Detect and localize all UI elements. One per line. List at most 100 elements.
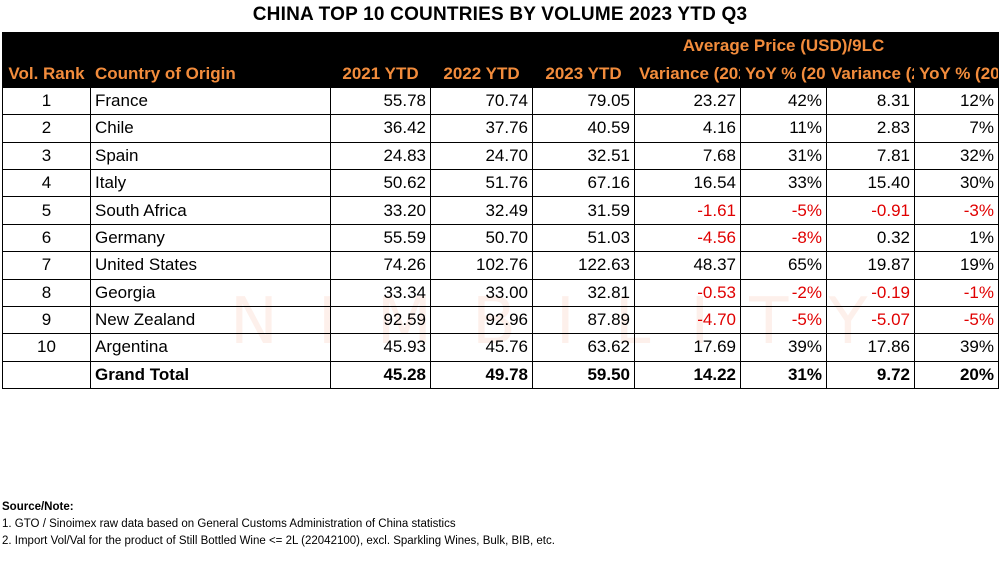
value-cell: 14.22 (634, 360, 741, 390)
price-table: Average Price (USD)/9LC Vol. Rank Country… (2, 31, 999, 390)
value-cell: 122.63 (532, 251, 635, 280)
value-cell: 45.93 (330, 333, 431, 362)
value-cell: -0.91 (826, 196, 915, 225)
column-header-3: 2021 YTD (330, 59, 431, 88)
rank-cell: 6 (2, 223, 91, 253)
country-cell: Spain (90, 141, 331, 170)
value-cell: 32.81 (532, 278, 635, 307)
country-cell: Italy (90, 168, 331, 198)
value-cell: 7.81 (826, 141, 915, 170)
value-cell: -5.07 (826, 305, 915, 335)
rank-cell: 7 (2, 251, 91, 280)
value-cell: 33.20 (330, 196, 431, 225)
value-cell: 92.59 (330, 305, 431, 335)
value-cell: -3% (914, 196, 999, 225)
value-cell: 63.62 (532, 333, 635, 362)
rank-cell: 10 (2, 333, 91, 362)
column-header-9: YoY % (2022 YTD vs. 2023 YTD) (914, 59, 999, 88)
value-cell: -5% (740, 196, 827, 225)
value-cell: 8.31 (826, 86, 915, 116)
value-cell: 31.59 (532, 196, 635, 225)
value-cell: 33% (740, 168, 827, 198)
value-cell: 23.27 (634, 86, 741, 116)
value-cell: 59.50 (532, 360, 635, 390)
value-cell: 45.28 (330, 360, 431, 390)
value-cell: 55.78 (330, 86, 431, 116)
column-header-4: 2022 YTD (430, 59, 533, 88)
header-row: Vol. Rank Country of Origin 2021 YTD 2022 Y… (2, 59, 999, 88)
value-cell: 102.76 (430, 251, 533, 280)
value-cell: 50.70 (430, 223, 533, 253)
table-row: 8 Georgia 33.34 33.00 32.81 -0.53 -2% -0.19 -1% (2, 278, 999, 307)
value-cell: -4.70 (634, 305, 741, 335)
value-cell: 55.59 (330, 223, 431, 253)
rank-cell: 3 (2, 141, 91, 170)
value-cell: -4.56 (634, 223, 741, 253)
rank-cell: 2 (2, 114, 91, 143)
rank-cell: 4 (2, 168, 91, 198)
table-row: 6 Germany 55.59 50.70 51.03 -4.56 -8% 0.32 1% (2, 223, 999, 253)
value-cell: 32% (914, 141, 999, 170)
column-header-1: Vol. Rank (2, 59, 91, 88)
value-cell: 4.16 (634, 114, 741, 143)
rank-cell: 5 (2, 196, 91, 225)
table-row: 4 Italy 50.62 51.76 67.16 16.54 33% 15.40 30% (2, 168, 999, 198)
note-line-2: 2. Import Vol/Val for the product of Sti… (2, 535, 555, 547)
group-header: Average Price (USD)/9LC (532, 31, 999, 61)
total-row: Grand Total 45.28 49.78 59.50 14.22 31% 9.72 20… (2, 360, 999, 390)
value-cell: 24.70 (430, 141, 533, 170)
rank-cell: 9 (2, 305, 91, 335)
value-cell: 17.69 (634, 333, 741, 362)
value-cell: 67.16 (532, 168, 635, 198)
value-cell: -1% (914, 278, 999, 307)
table-row: 10 Argentina 45.93 45.76 63.62 17.69 39% 17.86 3… (2, 333, 999, 362)
table-row: 2 Chile 36.42 37.76 40.59 4.16 11% 2.83 7% (2, 114, 999, 143)
value-cell: 19% (914, 251, 999, 280)
value-cell: 1% (914, 223, 999, 253)
value-cell: 51.76 (430, 168, 533, 198)
value-cell: 36.42 (330, 114, 431, 143)
value-cell: 39% (914, 333, 999, 362)
value-cell: 51.03 (532, 223, 635, 253)
note-line-1: 1. GTO / Sinoimex raw data based on Gene… (2, 518, 456, 530)
country-cell: Grand Total (90, 360, 331, 390)
column-header-6: Variance (2021 YTD vs. 2023 YTD) (634, 59, 741, 88)
value-cell: 79.05 (532, 86, 635, 116)
column-header-8: Variance (2022 YTD vs. 2023 YTD) (826, 59, 915, 88)
column-header-5: 2023 YTD (532, 59, 635, 88)
country-cell: France (90, 86, 331, 116)
country-cell: Germany (90, 223, 331, 253)
value-cell: 7.68 (634, 141, 741, 170)
value-cell: 33.00 (430, 278, 533, 307)
value-cell: 74.26 (330, 251, 431, 280)
value-cell: 87.89 (532, 305, 635, 335)
value-cell: 15.40 (826, 168, 915, 198)
value-cell: 31% (740, 360, 827, 390)
value-cell: 48.37 (634, 251, 741, 280)
value-cell: 20% (914, 360, 999, 390)
value-cell: 11% (740, 114, 827, 143)
value-cell: 49.78 (430, 360, 533, 390)
value-cell: 40.59 (532, 114, 635, 143)
country-cell: United States (90, 251, 331, 280)
country-cell: Argentina (90, 333, 331, 362)
value-cell: 2.83 (826, 114, 915, 143)
value-cell: 33.34 (330, 278, 431, 307)
value-cell: 50.62 (330, 168, 431, 198)
column-header-7: YoY % (2021 YTD vs. 2023 YTD) (740, 59, 827, 88)
value-cell: -1.61 (634, 196, 741, 225)
value-cell: 31% (740, 141, 827, 170)
table-row: 3 Spain 24.83 24.70 32.51 7.68 31% 7.81 32% (2, 141, 999, 170)
country-cell: Georgia (90, 278, 331, 307)
rank-cell (2, 360, 91, 390)
value-cell: -8% (740, 223, 827, 253)
table-row: 7 United States 74.26 102.76 122.63 48.37 65% 1… (2, 251, 999, 280)
value-cell: 92.96 (430, 305, 533, 335)
country-cell: New Zealand (90, 305, 331, 335)
table-row: 5 South Africa 33.20 32.49 31.59 -1.61 -5% -0.9… (2, 196, 999, 225)
value-cell: -2% (740, 278, 827, 307)
table-title: CHINA TOP 10 COUNTRIES BY VOLUME 2023 YT… (252, 4, 748, 25)
value-cell: 7% (914, 114, 999, 143)
rank-cell: 8 (2, 278, 91, 307)
value-cell: 12% (914, 86, 999, 116)
